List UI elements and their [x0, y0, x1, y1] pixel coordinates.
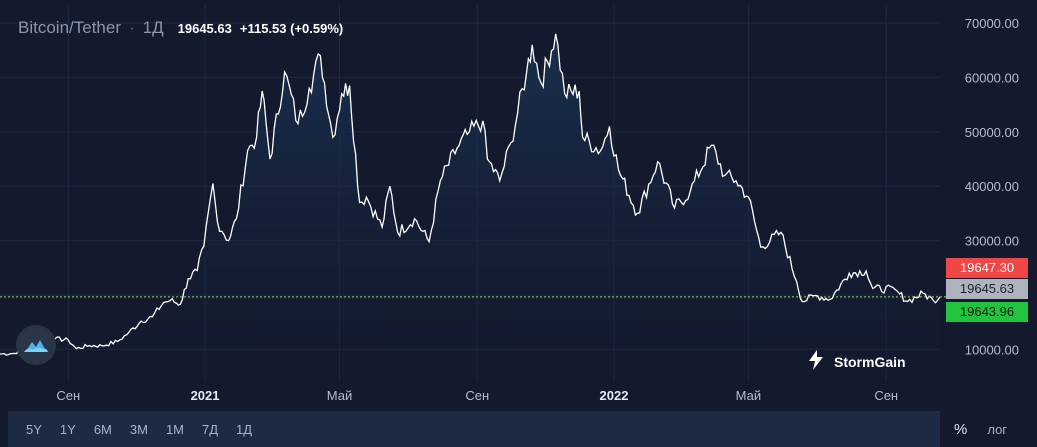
y-tick-label: 50000.00: [965, 125, 1019, 140]
y-axis: 70000.00 60000.00 50000.00 40000.00 30000.00…: [965, 16, 1019, 357]
range-button-1m[interactable]: 1M: [165, 421, 184, 437]
brand-logo: StormGain: [806, 349, 906, 374]
header-separator: ·: [129, 18, 135, 37]
y-tick-label: 30000.00: [965, 234, 1019, 249]
range-button-7д[interactable]: 7Д: [202, 421, 219, 437]
stormgain-cloud-icon[interactable]: [16, 325, 56, 365]
range-button-1y[interactable]: 1Y: [59, 421, 76, 437]
range-button-1д[interactable]: 1Д: [236, 421, 253, 437]
y-tick-label: 60000.00: [965, 70, 1019, 85]
x-tick-label: Май: [327, 388, 352, 403]
x-axis: Сен 2021 Май Сен 2022 Май Сен: [56, 388, 898, 403]
price-line: [0, 33, 941, 356]
price-area: [0, 33, 940, 383]
x-tick-label: Сен: [465, 388, 489, 403]
x-tick-label: 2022: [600, 388, 629, 403]
scale-options: % лог: [946, 411, 1037, 447]
range-button-5y[interactable]: 5Y: [26, 421, 42, 437]
log-scale-button[interactable]: лог: [987, 421, 1008, 437]
last-price-tag: 19645.63: [946, 279, 1028, 299]
chart-header: Bitcoin/Tether · 1Д 19645.63 +115.53 (+0…: [18, 18, 343, 38]
price-change: +115.53 (+0.59%): [239, 21, 344, 36]
ask-price-tag: 19647.30: [946, 258, 1028, 278]
x-tick-label: Май: [736, 388, 761, 403]
range-buttons: 5Y 1Y 6M 3M 1M 7Д 1Д: [8, 411, 940, 447]
y-tick-label: 70000.00: [965, 16, 1019, 31]
x-tick-label: 2021: [191, 388, 220, 403]
last-price: 19645.63: [177, 21, 232, 36]
x-tick-label: Сен: [56, 388, 80, 403]
price-chart[interactable]: 70000.00 60000.00 50000.00 40000.00 30000.00…: [0, 0, 1037, 411]
percent-scale-button[interactable]: %: [954, 420, 968, 438]
brand-name: StormGain: [834, 353, 906, 370]
x-tick-label: Сен: [874, 388, 898, 403]
range-button-3m[interactable]: 3M: [129, 421, 148, 437]
symbol-name: Bitcoin/Tether: [18, 18, 121, 37]
bottom-toolbar: 5Y 1Y 6M 3M 1M 7Д 1Д % лог: [0, 411, 1037, 447]
stormgain-bolt-icon: [806, 349, 826, 374]
y-tick-label: 10000.00: [965, 342, 1019, 357]
range-button-6m[interactable]: 6M: [93, 421, 112, 437]
timeframe-label[interactable]: 1Д: [142, 18, 164, 37]
y-tick-label: 40000.00: [965, 179, 1019, 194]
bid-price-tag: 19643.96: [946, 302, 1028, 322]
